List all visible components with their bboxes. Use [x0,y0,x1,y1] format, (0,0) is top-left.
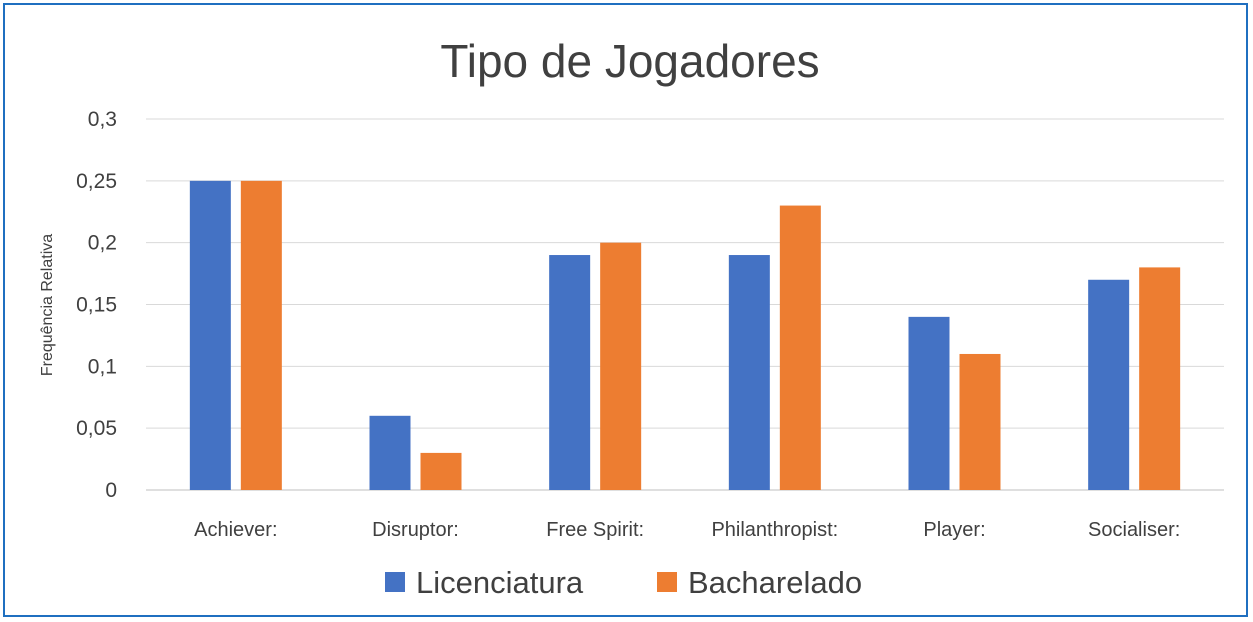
bar [369,415,411,490]
bars [189,180,1181,491]
y-tick-label: 0,15 [76,294,117,317]
x-tick-label: Achiever: [194,519,277,541]
x-tick-label: Philanthropist: [711,519,838,541]
y-tick-label: 0,1 [88,355,117,378]
x-tick-label: Free Spirit: [546,519,644,541]
x-tick-label: Socialiser: [1088,519,1180,541]
bar [959,353,1001,490]
y-tick-labels: 0 0,05 0,1 0,15 0,2 0,25 0,3 [76,108,117,502]
bar [600,242,642,490]
y-tick-label: 0,05 [76,417,117,440]
y-axis-label: Frequência Relativa [39,234,56,376]
bar [728,255,770,490]
legend-swatch [657,572,677,592]
bar [549,255,591,490]
bar [420,452,462,490]
legend-swatch [385,572,405,592]
bar [779,205,821,491]
legend-label: Bacharelado [688,565,862,600]
y-tick-label: 0 [105,479,117,502]
x-tick-labels: Achiever: Disruptor: Free Spirit: Philanthr… [194,519,1180,541]
y-tick-label: 0,25 [76,170,117,193]
y-tick-label: 0,2 [88,232,117,255]
x-tick-label: Player: [923,519,985,541]
chart-title: Tipo de Jogadores [440,35,819,87]
bar [1088,279,1130,490]
legend: Licenciatura Bacharelado [385,565,862,600]
bar [189,180,231,491]
bar [1139,267,1181,490]
gridlines [146,118,1224,491]
bar [240,180,282,491]
legend-label: Licenciatura [416,565,584,600]
y-tick-label: 0,3 [88,108,117,131]
bar [908,316,950,490]
x-tick-label: Disruptor: [372,519,459,541]
